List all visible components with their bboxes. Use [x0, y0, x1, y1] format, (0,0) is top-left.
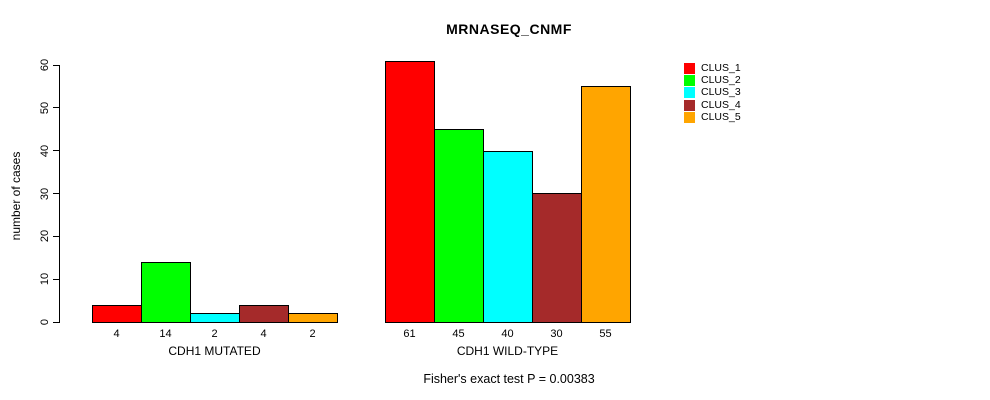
y-tick-label: 0 — [39, 318, 51, 326]
bar-clus-3-group2 — [483, 151, 533, 323]
x-category-label: CDH1 MUTATED — [168, 344, 261, 358]
bar-clus-1-group1 — [92, 305, 142, 323]
bar-value-label: 14 — [159, 328, 172, 340]
bar-clus-5-group2 — [581, 86, 631, 323]
legend-row-clus-3: CLUS_3 — [684, 87, 741, 99]
legend-label: CLUS_3 — [701, 86, 741, 99]
legend-row-clus-5: CLUS_5 — [684, 111, 741, 123]
chart-title: MRNASEQ_CNMF — [446, 21, 572, 37]
legend-swatch-icon — [684, 99, 695, 111]
y-tick-mark — [53, 235, 59, 237]
bar-value-label: 2 — [211, 328, 218, 340]
bar-clus-4-group2 — [532, 193, 582, 323]
fisher-test-note: Fisher's exact test P = 0.00383 — [423, 372, 595, 386]
legend-swatch-icon — [684, 74, 695, 86]
bar-clus-2-group2 — [434, 129, 484, 323]
bar-value-label: 4 — [260, 328, 267, 340]
legend-swatch-icon — [684, 87, 695, 99]
y-tick-label: 40 — [39, 144, 51, 157]
legend-row-clus-2: CLUS_2 — [684, 74, 741, 86]
legend-row-clus-4: CLUS_4 — [684, 99, 741, 111]
x-category-label: CDH1 WILD-TYPE — [456, 344, 559, 358]
y-tick-label: 20 — [39, 230, 51, 243]
legend-label: CLUS_2 — [701, 73, 741, 86]
legend-label: CLUS_4 — [701, 98, 741, 111]
y-tick-mark — [53, 278, 59, 280]
bar-value-label: 40 — [501, 328, 514, 340]
y-tick-label: 50 — [39, 101, 51, 114]
y-axis-label: number of cases — [9, 151, 23, 241]
y-tick-mark — [53, 193, 59, 194]
legend-label: CLUS_5 — [701, 110, 741, 123]
legend: CLUS_1 CLUS_2 CLUS_3 CLUS_4 CLUS_5 — [684, 62, 741, 123]
y-tick-label: 30 — [39, 187, 51, 200]
y-tick-mark — [53, 321, 59, 323]
bar-clus-3-group1 — [190, 313, 240, 323]
y-axis-line — [59, 65, 60, 323]
y-tick-mark — [53, 107, 59, 109]
bar-value-label: 4 — [113, 328, 120, 340]
legend-swatch-icon — [684, 62, 695, 74]
bar-value-label: 30 — [550, 328, 563, 340]
bar-value-label: 45 — [452, 328, 465, 340]
bar-clus-2-group1 — [141, 262, 191, 323]
legend-label: CLUS_1 — [701, 61, 741, 74]
legend-swatch-icon — [684, 111, 695, 123]
bar-clus-5-group1 — [288, 313, 338, 323]
y-tick-mark — [53, 150, 59, 152]
bar-value-label: 61 — [403, 328, 416, 340]
y-tick-label: 60 — [39, 58, 51, 72]
bar-clus-1-group2 — [385, 61, 435, 323]
bar-value-label: 2 — [309, 328, 316, 340]
bar-value-label: 55 — [599, 328, 612, 340]
legend-row-clus-1: CLUS_1 — [684, 62, 741, 74]
bar-clus-4-group1 — [239, 305, 289, 323]
y-tick-mark — [53, 64, 59, 66]
y-tick-label: 10 — [39, 273, 51, 286]
